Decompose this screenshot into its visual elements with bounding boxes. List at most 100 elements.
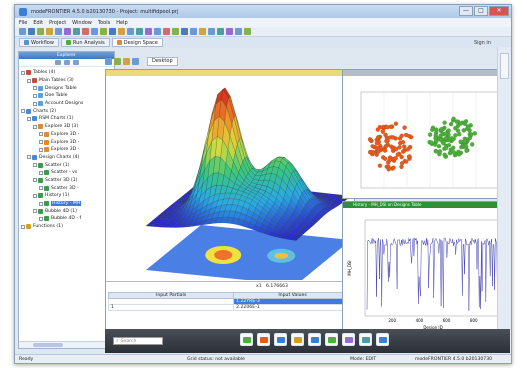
menu-edit[interactable]: Edit [33, 19, 44, 26]
menu-tools[interactable]: Tools [97, 19, 111, 26]
parallel-chart-icon[interactable] [359, 333, 372, 346]
tree-item[interactable]: History - MH [21, 200, 114, 208]
table-cell[interactable]: 2.2206E-1 [233, 304, 352, 311]
toolbar-tool-icon[interactable] [208, 28, 215, 35]
tree-item[interactable]: Account Designs [21, 100, 114, 108]
tree-item[interactable]: Bubble 4D (1) [21, 207, 114, 215]
chart-icon[interactable] [123, 57, 130, 65]
tree-expand-icon[interactable] [39, 186, 43, 191]
tree-expand-icon[interactable] [33, 124, 37, 129]
tree-expand-icon[interactable] [21, 70, 25, 75]
tree-item[interactable]: Explore 3D - [21, 146, 114, 154]
table-chart-icon[interactable] [325, 333, 338, 346]
tree-item[interactable]: Tables (4) [21, 69, 114, 77]
tile-icon[interactable] [132, 57, 139, 65]
toolbar-tool-icon[interactable] [109, 28, 116, 35]
tree-expand-icon[interactable] [33, 86, 37, 91]
toolbar-tool-icon[interactable] [154, 28, 161, 35]
area-chart-icon[interactable] [308, 333, 321, 346]
toolbar-tool-icon[interactable] [28, 28, 35, 35]
tree-item[interactable]: Scatter - vs [21, 169, 114, 177]
history-plot[interactable]: 200 400 600 800 Design ID MH_DSI [343, 208, 509, 337]
properties-side-tab[interactable] [500, 53, 509, 79]
tree-item[interactable]: Scatter 3D (1) [21, 177, 114, 185]
tree-expand-icon[interactable] [33, 93, 37, 98]
tree-item[interactable]: Designs Table [21, 84, 114, 92]
menu-window[interactable]: Window [72, 19, 92, 26]
toolbar-tool-icon[interactable] [226, 28, 233, 35]
tree-item[interactable]: Explore 3D - [21, 131, 114, 139]
star-chart-icon[interactable] [376, 333, 389, 346]
toolbar-tool-icon[interactable] [163, 28, 170, 35]
expand-icon[interactable] [63, 60, 70, 65]
menu-help[interactable]: Help [116, 19, 128, 26]
tab-design-space[interactable]: Design Space [111, 38, 163, 47]
toolbar-tool-icon[interactable] [64, 28, 71, 35]
toolbar-tool-icon[interactable] [244, 28, 251, 35]
toolbar-tool-icon[interactable] [181, 28, 188, 35]
toolbar-tool-icon[interactable] [19, 28, 26, 35]
tab-workflow[interactable]: Workflow [19, 38, 59, 47]
toolbar-tool-icon[interactable] [145, 28, 152, 35]
tree-expand-icon[interactable] [33, 178, 37, 183]
tree-expand-icon[interactable] [33, 193, 37, 198]
toolbar-tool-icon[interactable] [82, 28, 89, 35]
filter-icon[interactable] [54, 60, 61, 65]
toolbar-tool-icon[interactable] [235, 28, 242, 35]
toolbar-tool-icon[interactable] [55, 28, 62, 35]
tree-expand-icon[interactable] [39, 132, 43, 137]
tree-item[interactable]: History (1) [21, 192, 114, 200]
tree-item[interactable]: Explore 3D - [21, 138, 114, 146]
sign-in-link[interactable]: Sign in [473, 39, 491, 46]
tree-expand-icon[interactable] [27, 78, 31, 83]
menu-file[interactable]: File [19, 19, 28, 26]
scatter-chart-icon[interactable] [240, 333, 253, 346]
toolbar-tool-icon[interactable] [118, 28, 125, 35]
response-surface-plot[interactable] [106, 76, 354, 285]
tab-run-analysis[interactable]: Run Analysis [60, 38, 110, 47]
bar-chart-icon[interactable] [291, 333, 304, 346]
tree-expand-icon[interactable] [21, 224, 25, 229]
tree-item[interactable]: Main Tables (3) [21, 77, 114, 85]
toolbar-tool-icon[interactable] [190, 28, 197, 35]
maximize-button[interactable]: □ [474, 6, 488, 16]
toolbar-tool-icon[interactable] [37, 28, 44, 35]
tree-expand-icon[interactable] [33, 209, 37, 214]
tree-expand-icon[interactable] [39, 170, 43, 175]
minimize-button[interactable]: — [459, 6, 473, 16]
tree-expand-icon[interactable] [39, 216, 43, 221]
tree-expand-icon[interactable] [39, 147, 43, 152]
toolbar-tool-icon[interactable] [73, 28, 80, 35]
collapse-icon[interactable] [72, 60, 79, 65]
tree-item[interactable]: Scatter (1) [21, 161, 114, 169]
tree-item[interactable]: Scatter 3D - [21, 184, 114, 192]
scatter-plot[interactable] [343, 76, 509, 198]
toolbar-tool-icon[interactable] [199, 28, 206, 35]
tree-item[interactable]: Functions (1) [21, 223, 114, 231]
search-input[interactable]: ⌕ Search [113, 337, 163, 345]
explorer-scrollbar[interactable] [33, 343, 63, 347]
tree-item[interactable]: Design Charts (4) [21, 154, 114, 162]
tree-item[interactable]: RSM Charts (1) [21, 115, 114, 123]
close-button[interactable]: ✕ [489, 6, 509, 16]
tree-item[interactable]: Doe Table [21, 92, 114, 100]
toolbar-tool-icon[interactable] [127, 28, 134, 35]
toolbar-tool-icon[interactable] [100, 28, 107, 35]
tree-expand-icon[interactable] [39, 201, 43, 206]
histogram-icon[interactable] [274, 333, 287, 346]
table-row[interactable]: 1 2.2206E-1 [107, 304, 352, 311]
bubble-chart-icon[interactable] [257, 333, 270, 346]
tree-item[interactable]: Bubble 4D - f [21, 215, 114, 223]
grid-icon[interactable] [105, 57, 112, 65]
tree-expand-icon[interactable] [33, 163, 37, 168]
tree-item[interactable]: Charts (2) [21, 107, 114, 115]
table-cell[interactable]: 1 [107, 304, 235, 311]
tree-item[interactable]: Explore 3D (3) [21, 123, 114, 131]
radar-chart-icon[interactable] [342, 333, 355, 346]
tab-desktop[interactable]: Desktop [147, 56, 178, 66]
layout-icon[interactable] [114, 57, 121, 65]
tree-expand-icon[interactable] [33, 101, 37, 106]
tree-expand-icon[interactable] [39, 140, 43, 145]
tree-expand-icon[interactable] [21, 109, 25, 114]
tree-expand-icon[interactable] [27, 155, 31, 160]
